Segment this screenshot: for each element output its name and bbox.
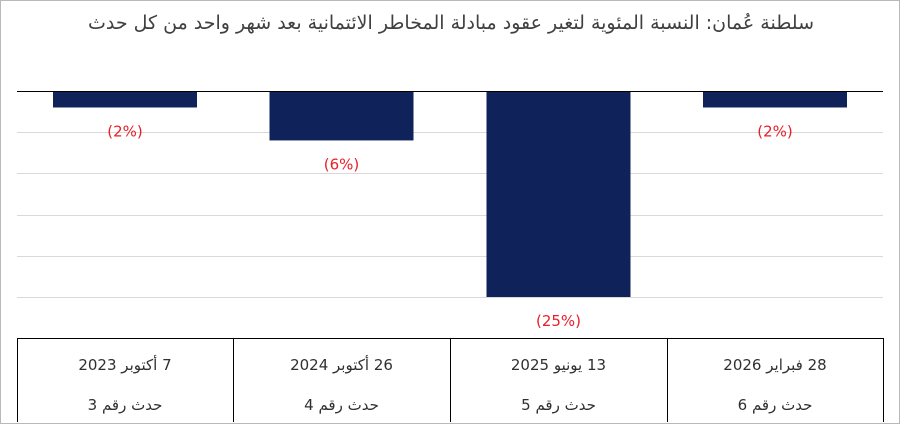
category-event-label: حدث رقم 6: [738, 396, 813, 414]
category-event-label: حدث رقم 5: [521, 396, 596, 414]
category-date-label: 28 فبراير 2026: [723, 356, 826, 374]
category-date-label: 26 أكتوبر 2024: [290, 355, 393, 374]
chart-title: سلطنة عُمان: النسبة المئوية لتغير عقود م…: [87, 12, 815, 34]
data-label: (2%): [107, 122, 143, 140]
category-event-label: حدث رقم 3: [88, 396, 163, 414]
category-date-label: 7 أكتوبر 2023: [78, 355, 171, 374]
bar: [269, 91, 414, 141]
data-label: (25%): [536, 312, 581, 330]
bar: [703, 91, 847, 108]
bar: [486, 91, 631, 297]
data-label: (6%): [324, 155, 360, 173]
category-event-label: حدث رقم 4: [304, 396, 379, 414]
category-date-label: 13 يونيو 2025: [511, 356, 606, 374]
data-label: (2%): [757, 122, 793, 140]
bar: [53, 91, 197, 108]
